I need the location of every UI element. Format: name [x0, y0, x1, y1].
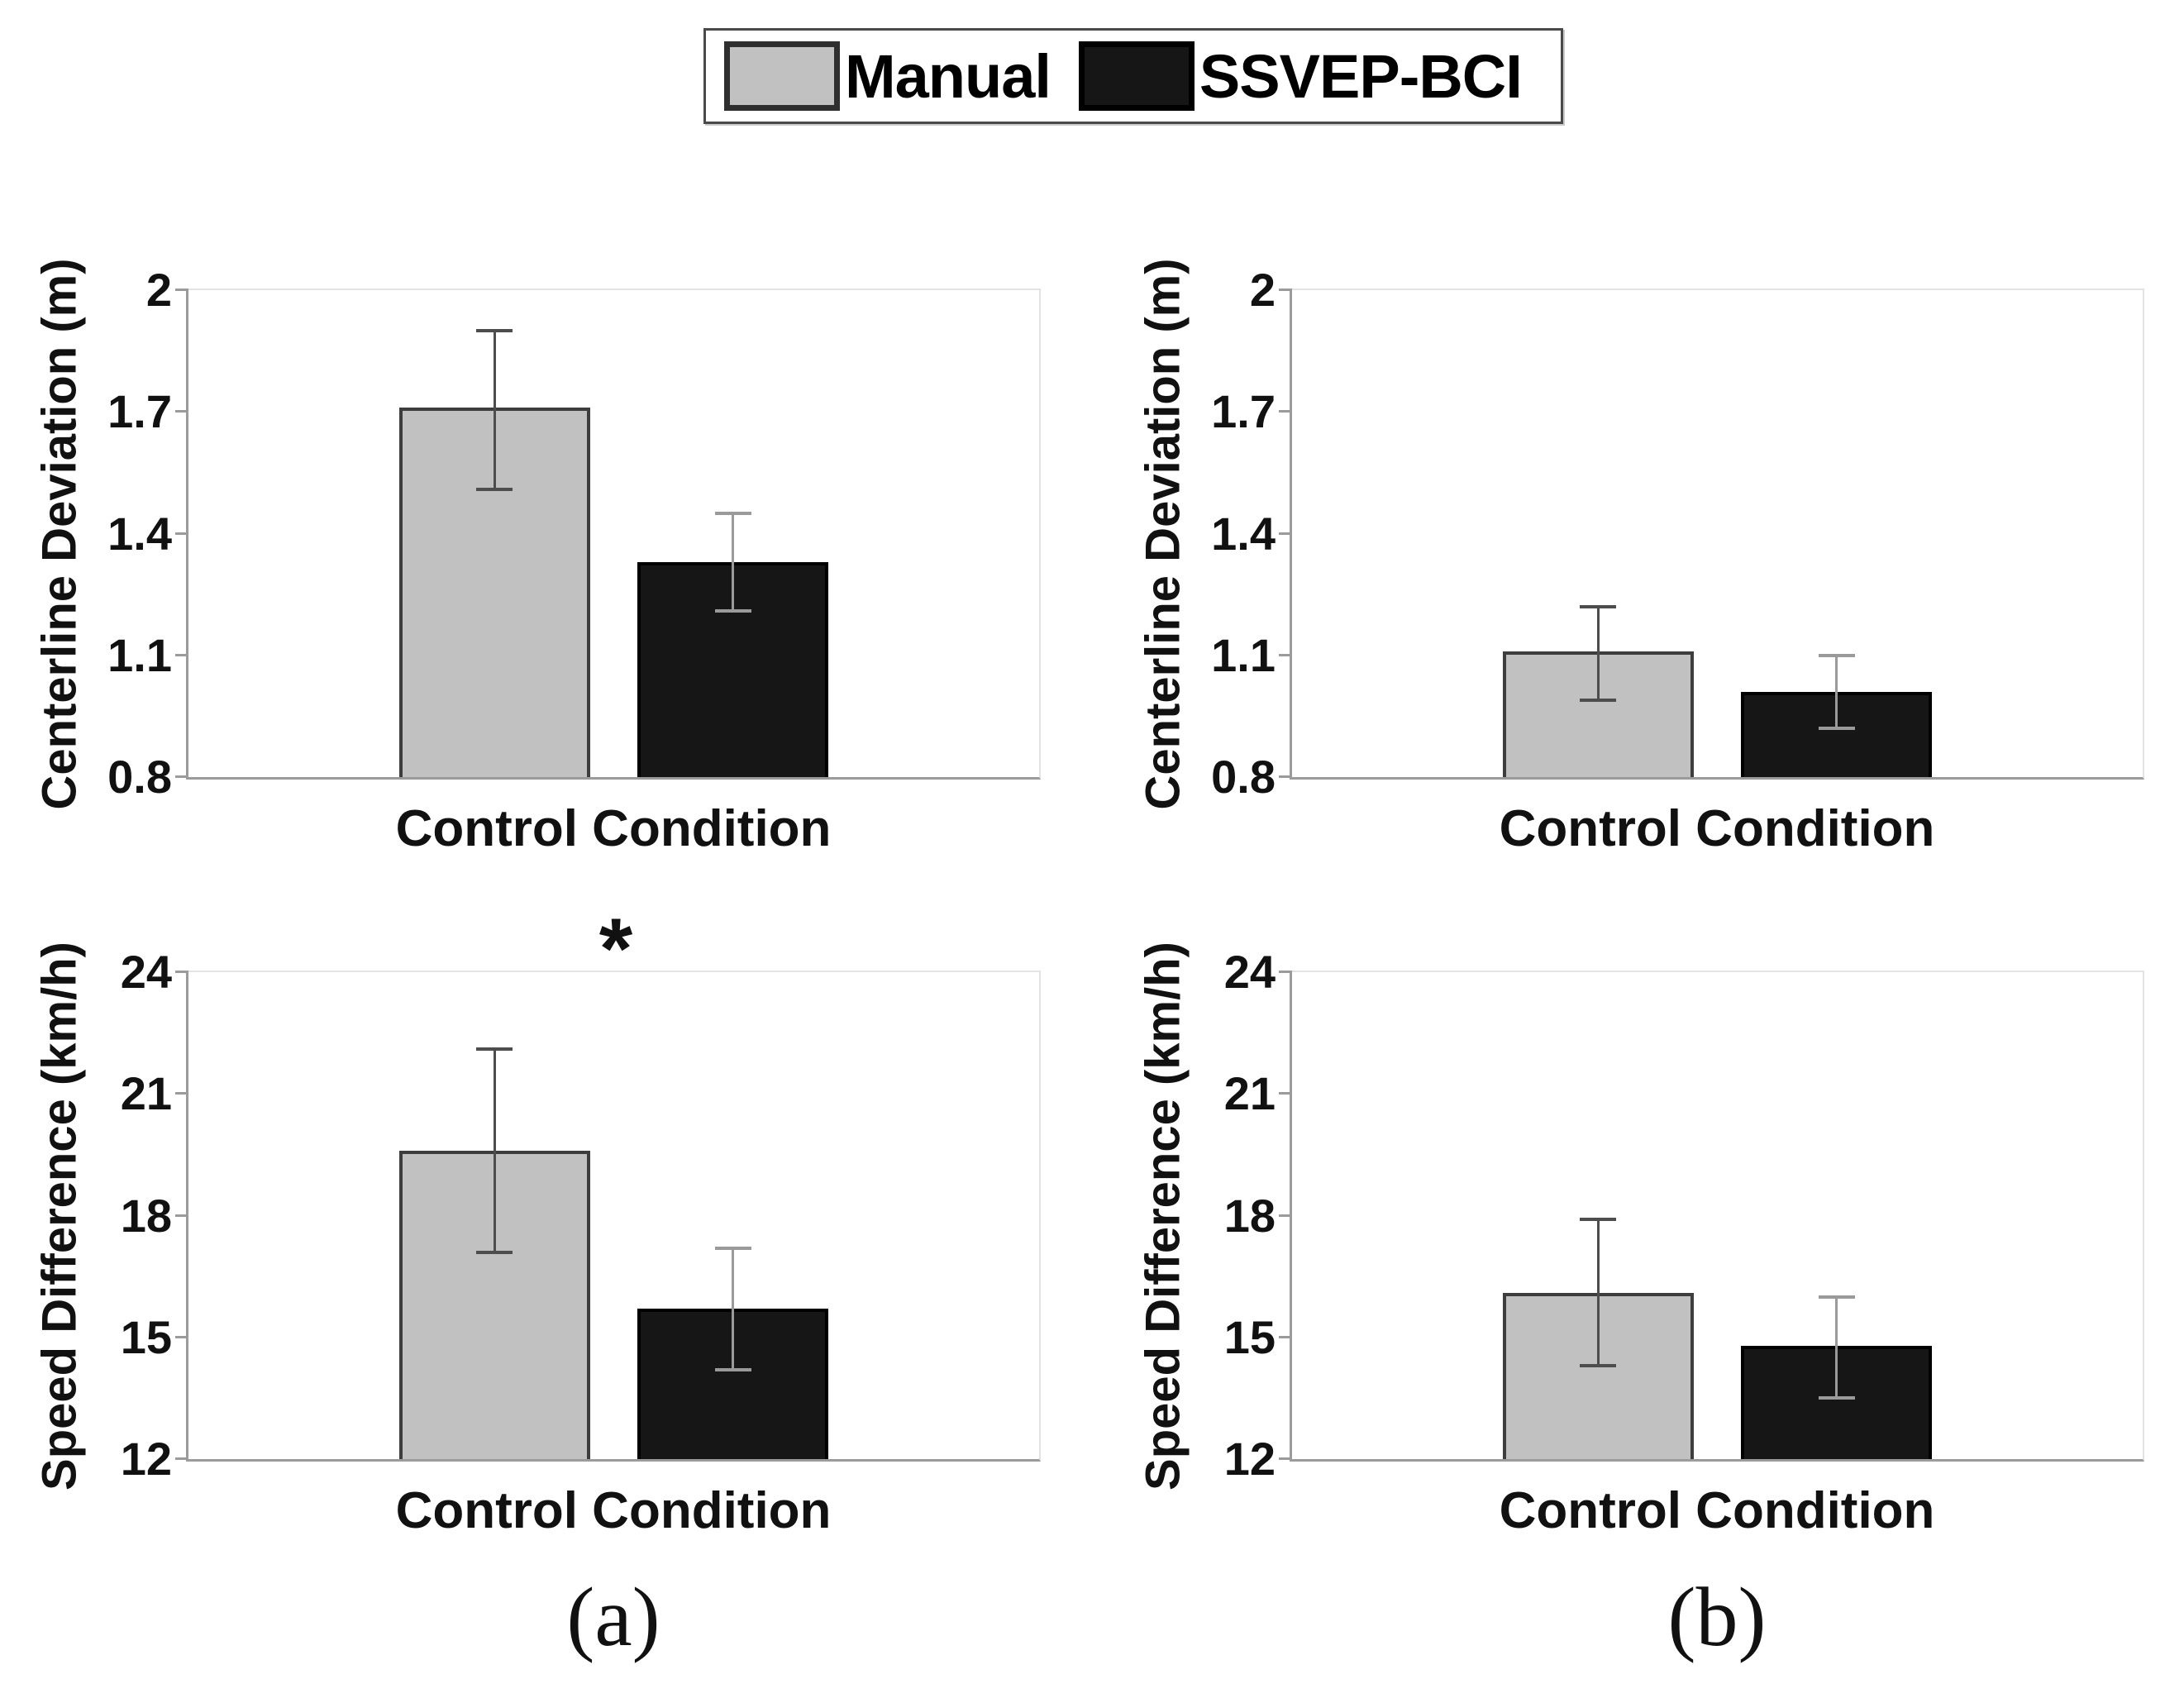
y-tick-mark	[175, 1214, 188, 1217]
y-tick-mark	[1279, 971, 1292, 973]
y-tick-mark	[175, 653, 188, 656]
y-tick-mark	[1279, 410, 1292, 413]
y-tick-mark	[175, 532, 188, 535]
y-tick-mark	[175, 971, 188, 973]
error-cap-high-ssvep	[714, 1246, 751, 1250]
error-cap-high-manual	[476, 329, 513, 333]
error-cap-high-manual	[1580, 1218, 1617, 1222]
error-cap-low-ssvep	[714, 1368, 751, 1372]
panel-label-a: (a)	[566, 1571, 660, 1664]
significance-asterisk: *	[598, 901, 633, 997]
error-cap-low-manual	[476, 487, 513, 491]
y-tick-label: 1.1	[107, 628, 172, 681]
y-tick-label: 21	[1223, 1067, 1276, 1120]
error-bar-ssvep	[732, 513, 735, 611]
y-tick-mark	[1279, 289, 1292, 291]
y-tick-label: 0.8	[1211, 751, 1276, 803]
plot-area: 0.8 1.1 1.4 1.7 2	[1211, 267, 2144, 800]
y-tick-mark	[1279, 775, 1292, 778]
error-cap-low-manual	[1580, 698, 1617, 702]
error-cap-high-ssvep	[1818, 653, 1855, 657]
legend-label-ssvep: SSVEP-BCI	[1199, 41, 1523, 111]
error-bar-manual	[1596, 606, 1600, 700]
error-bar-manual	[1596, 1219, 1600, 1367]
y-tick-mark	[1279, 653, 1292, 656]
y-tick-mark	[175, 289, 188, 291]
x-axis-label: Control Condition	[1499, 1482, 1935, 1539]
y-tick-label: 15	[1223, 1310, 1276, 1363]
x-axis-label: Control Condition	[1499, 800, 1935, 857]
y-tick-label: 24	[120, 946, 172, 998]
legend-swatch-ssvep	[1078, 41, 1195, 111]
plot-area: 12 15 18 21 24	[1224, 949, 2144, 1482]
y-tick-mark	[1279, 1092, 1292, 1095]
y-tick-mark	[175, 775, 188, 778]
error-cap-low-manual	[1580, 1364, 1617, 1368]
y-tick-mark	[1279, 1457, 1292, 1460]
error-bar-ssvep	[1835, 655, 1838, 729]
y-tick-label: 1.7	[1211, 385, 1276, 438]
y-tick-mark	[175, 1335, 188, 1338]
y-tick-label: 15	[120, 1310, 172, 1363]
error-cap-low-ssvep	[1818, 727, 1855, 731]
y-tick-mark	[175, 1457, 188, 1460]
chart-b-centerline-deviation: Centerline Deviation (m) 0.8 1.1 1.4 1.7 2 C…	[1104, 258, 2184, 950]
error-bar-manual	[493, 1049, 496, 1252]
error-bar-ssvep	[1835, 1296, 1838, 1399]
chart-b-speed-difference: Speed Difference (km/h) 12 15 18 21 24 Contr…	[1104, 942, 2184, 1632]
error-cap-high-manual	[476, 1047, 513, 1052]
legend: Manual SSVEP-BCI	[703, 28, 1563, 124]
chart-a-speed-difference: Speed Difference (km/h) 12 15 18 21 24 * Cont…	[0, 906, 1092, 1632]
legend-swatch-manual	[724, 41, 840, 111]
legend-label-manual: Manual	[845, 41, 1051, 111]
plot-area: 12 15 18 21 24 *	[121, 906, 1041, 1482]
y-tick-label: 18	[1223, 1189, 1276, 1242]
y-tick-mark	[175, 410, 188, 413]
chart-a-centerline-deviation: Centerline Deviation (m) 0.8 1.1 1.4 1.7 2 C…	[0, 258, 1092, 950]
error-cap-high-ssvep	[714, 511, 751, 515]
error-bar-manual	[493, 331, 496, 489]
y-tick-label: 2	[1249, 264, 1276, 316]
y-tick-mark	[1279, 532, 1292, 535]
x-axis-label: Control Condition	[395, 800, 832, 857]
plot-area: 0.8 1.1 1.4 1.7 2	[107, 267, 1041, 800]
y-tick-mark	[1279, 1335, 1292, 1338]
error-cap-low-manual	[476, 1250, 513, 1254]
y-tick-mark	[175, 1092, 188, 1095]
y-tick-label: 18	[120, 1189, 172, 1242]
y-tick-label: 0.8	[107, 751, 172, 803]
error-cap-low-ssvep	[714, 608, 751, 613]
y-tick-label: 21	[120, 1067, 172, 1120]
y-tick-label: 1.4	[1211, 507, 1276, 560]
panel-label-b: (b)	[1667, 1571, 1767, 1664]
y-tick-label: 1.1	[1211, 628, 1276, 681]
y-tick-label: 2	[145, 264, 172, 316]
error-cap-low-ssvep	[1818, 1396, 1855, 1400]
y-tick-mark	[1279, 1214, 1292, 1217]
y-tick-label: 1.7	[107, 385, 172, 438]
y-tick-label: 12	[120, 1433, 172, 1485]
error-cap-high-ssvep	[1818, 1295, 1855, 1299]
y-tick-label: 24	[1223, 946, 1276, 998]
error-cap-high-manual	[1580, 604, 1617, 608]
x-axis-label: Control Condition	[395, 1482, 832, 1539]
y-tick-label: 1.4	[107, 507, 172, 560]
y-tick-label: 12	[1223, 1433, 1276, 1485]
error-bar-ssvep	[732, 1247, 735, 1371]
